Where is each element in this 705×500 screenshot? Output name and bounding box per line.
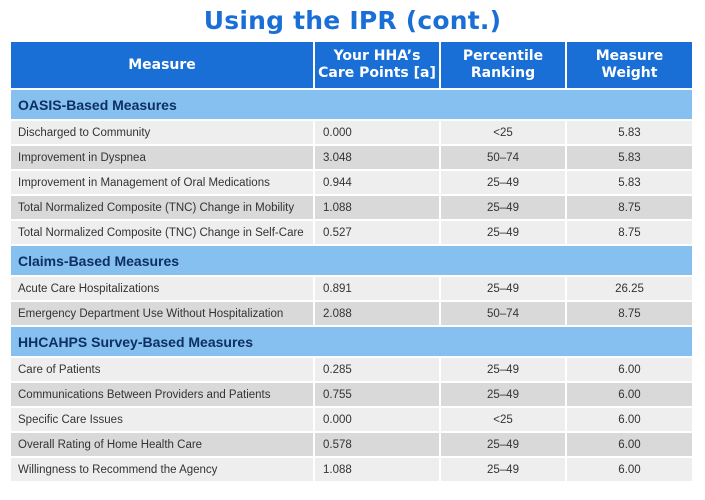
measure-weight-cell: 5.83 bbox=[567, 119, 692, 144]
measure-weight-cell: 26.25 bbox=[567, 275, 692, 300]
page-title: Using the IPR (cont.) bbox=[203, 6, 502, 35]
percentile-cell: 25–49 bbox=[441, 194, 567, 219]
section-heading: OASIS-Based Measures bbox=[11, 88, 692, 119]
care-points-cell: 0.527 bbox=[315, 219, 441, 244]
header-care-points: Your HHA’s Care Points [a] bbox=[315, 42, 441, 88]
care-points-cell: 3.048 bbox=[315, 144, 441, 169]
measure-name-cell: Care of Patients bbox=[11, 356, 315, 381]
measure-name-cell: Acute Care Hospitalizations bbox=[11, 275, 315, 300]
percentile-cell: 25–49 bbox=[441, 456, 567, 481]
table-row: Acute Care Hospitalizations 0.891 25–49 26.… bbox=[11, 275, 692, 300]
measure-name-cell: Communications Between Providers and Pat… bbox=[11, 381, 315, 406]
section-heading: HHCAHPS Survey-Based Measures bbox=[11, 325, 692, 356]
care-points-cell: 0.755 bbox=[315, 381, 441, 406]
table-row: Willingness to Recommend the Agency 1.088… bbox=[11, 456, 692, 481]
ipr-table: Measure Your HHA’s Care Points [a] Percen… bbox=[11, 42, 692, 481]
care-points-cell: 0.285 bbox=[315, 356, 441, 381]
measure-name-cell: Overall Rating of Home Health Care bbox=[11, 431, 315, 456]
percentile-cell: 25–49 bbox=[441, 431, 567, 456]
measure-weight-cell: 8.75 bbox=[567, 194, 692, 219]
measure-weight-cell: 8.75 bbox=[567, 219, 692, 244]
table-row: Overall Rating of Home Health Care 0.578 2… bbox=[11, 431, 692, 456]
care-points-cell: 0.891 bbox=[315, 275, 441, 300]
measure-weight-cell: 6.00 bbox=[567, 381, 692, 406]
measure-name-cell: Discharged to Community bbox=[11, 119, 315, 144]
percentile-cell: 25–49 bbox=[441, 275, 567, 300]
measure-weight-cell: 8.75 bbox=[567, 300, 692, 325]
measure-name-cell: Specific Care Issues bbox=[11, 406, 315, 431]
measure-weight-cell: 6.00 bbox=[567, 356, 692, 381]
table-row: Improvement in Dyspnea 3.048 50–74 5.83 bbox=[11, 144, 692, 169]
table-row: Total Normalized Composite (TNC) Change … bbox=[11, 194, 692, 219]
measure-weight-cell: 6.00 bbox=[567, 406, 692, 431]
table-row: Improvement in Management of Oral Medica… bbox=[11, 169, 692, 194]
measure-weight-cell: 5.83 bbox=[567, 144, 692, 169]
measure-name-cell: Willingness to Recommend the Agency bbox=[11, 456, 315, 481]
percentile-cell: 50–74 bbox=[441, 144, 567, 169]
table-row: Discharged to Community 0.000 <25 5.83 bbox=[11, 119, 692, 144]
measure-name-cell: Improvement in Management of Oral Medica… bbox=[11, 169, 315, 194]
care-points-cell: 0.578 bbox=[315, 431, 441, 456]
section-row: Claims-Based Measures bbox=[11, 244, 692, 275]
care-points-cell: 0.000 bbox=[315, 406, 441, 431]
care-points-cell: 0.000 bbox=[315, 119, 441, 144]
table-row: Specific Care Issues 0.000 <25 6.00 bbox=[11, 406, 692, 431]
table-body: OASIS-Based Measures Discharged to Commun… bbox=[11, 88, 692, 481]
measure-weight-cell: 6.00 bbox=[567, 456, 692, 481]
measure-weight-cell: 5.83 bbox=[567, 169, 692, 194]
measure-name-cell: Emergency Department Use Without Hospita… bbox=[11, 300, 315, 325]
table-row: Communications Between Providers and Pat… bbox=[11, 381, 692, 406]
percentile-cell: 50–74 bbox=[441, 300, 567, 325]
percentile-cell: <25 bbox=[441, 406, 567, 431]
care-points-cell: 2.088 bbox=[315, 300, 441, 325]
table-row: Total Normalized Composite (TNC) Change … bbox=[11, 219, 692, 244]
table-header-row: Measure Your HHA’s Care Points [a] Percen… bbox=[11, 42, 692, 88]
care-points-cell: 0.944 bbox=[315, 169, 441, 194]
table-row: Emergency Department Use Without Hospita… bbox=[11, 300, 692, 325]
percentile-cell: 25–49 bbox=[441, 356, 567, 381]
section-heading: Claims-Based Measures bbox=[11, 244, 692, 275]
percentile-cell: 25–49 bbox=[441, 219, 567, 244]
percentile-cell: 25–49 bbox=[441, 169, 567, 194]
measure-name-cell: Improvement in Dyspnea bbox=[11, 144, 315, 169]
measure-name-cell: Total Normalized Composite (TNC) Change … bbox=[11, 219, 315, 244]
measure-weight-cell: 6.00 bbox=[567, 431, 692, 456]
section-row: HHCAHPS Survey-Based Measures bbox=[11, 325, 692, 356]
header-measure: Measure bbox=[11, 42, 315, 88]
header-percentile-ranking: Percentile Ranking bbox=[441, 42, 567, 88]
table-row: Care of Patients 0.285 25–49 6.00 bbox=[11, 356, 692, 381]
care-points-cell: 1.088 bbox=[315, 194, 441, 219]
percentile-cell: 25–49 bbox=[441, 381, 567, 406]
section-row: OASIS-Based Measures bbox=[11, 88, 692, 119]
header-measure-weight: Measure Weight bbox=[567, 42, 692, 88]
measure-name-cell: Total Normalized Composite (TNC) Change … bbox=[11, 194, 315, 219]
percentile-cell: <25 bbox=[441, 119, 567, 144]
care-points-cell: 1.088 bbox=[315, 456, 441, 481]
